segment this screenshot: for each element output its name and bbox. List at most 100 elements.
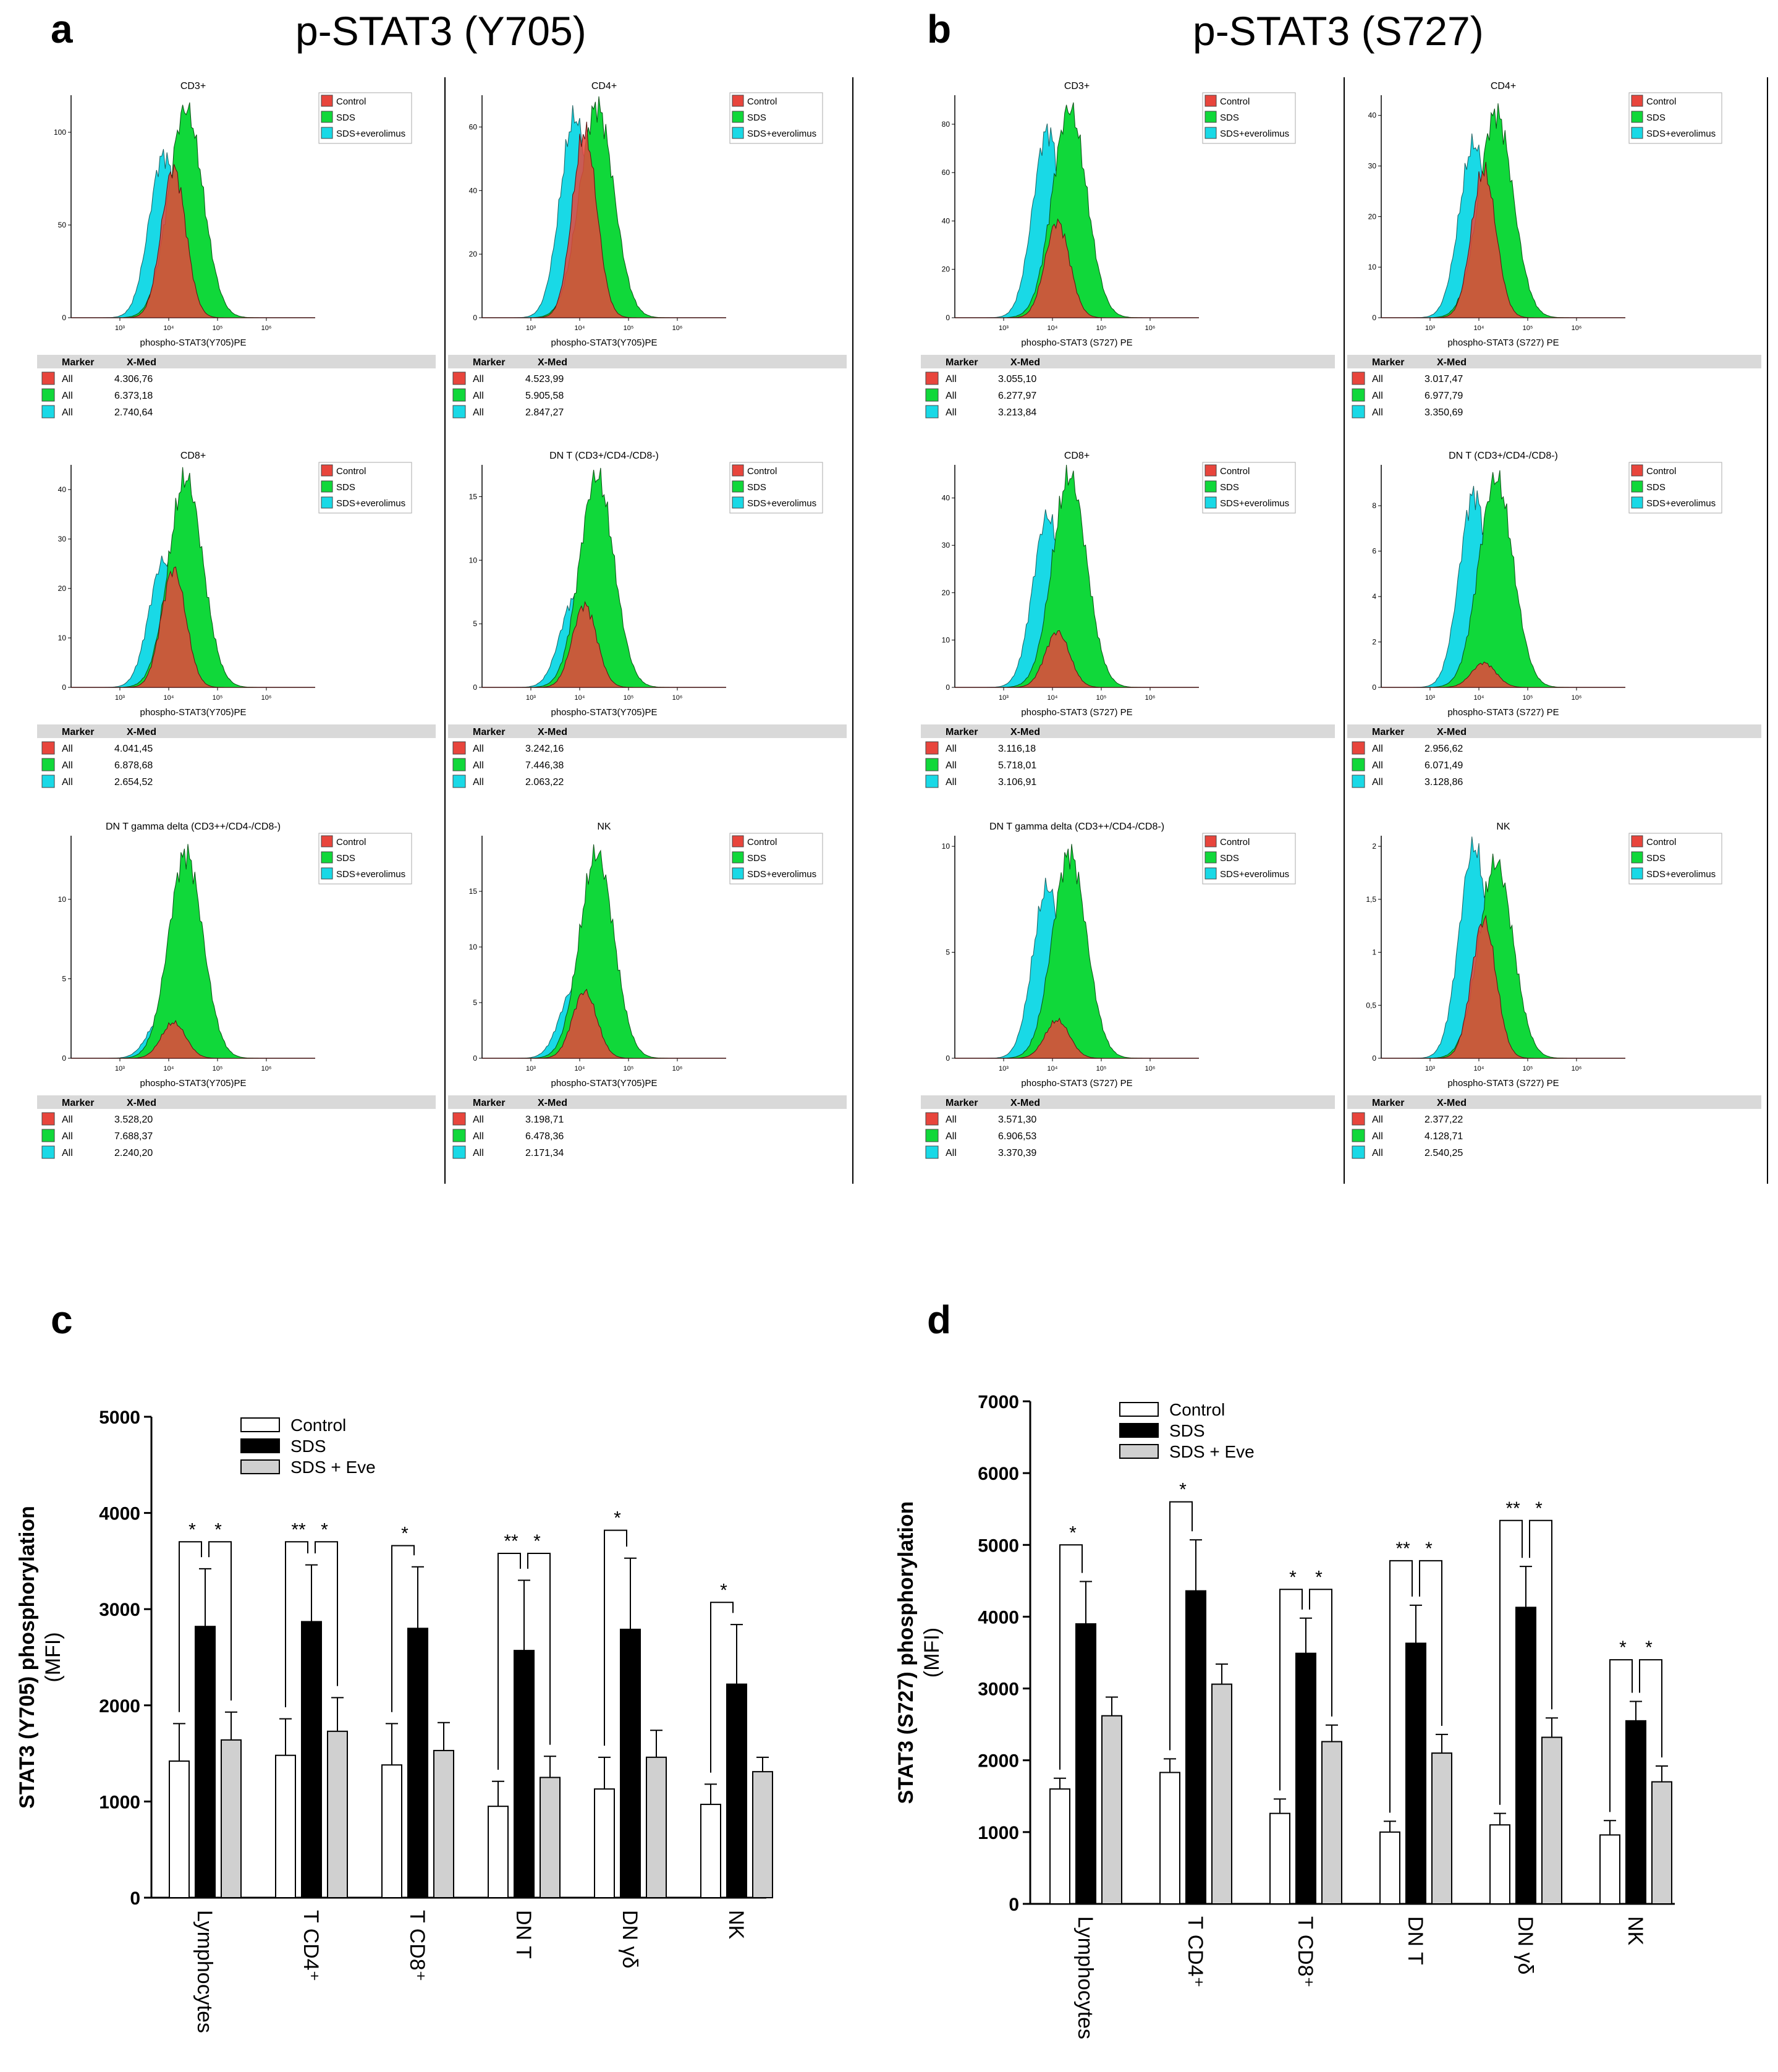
histogram-title: CD4+ bbox=[1491, 81, 1516, 91]
histogram-panel: DN T gamma delta (CD3++/CD4-/CD8-) 0 5 10 10… bbox=[921, 822, 1335, 1159]
x-tick-label: 10⁵ bbox=[624, 1065, 634, 1072]
bar bbox=[1321, 1741, 1342, 1904]
bar bbox=[1489, 1824, 1510, 1905]
legend-swatch bbox=[1631, 95, 1643, 107]
marker-median-value: 4.523,99 bbox=[525, 374, 564, 384]
category-label: DN γδ bbox=[1513, 1916, 1537, 1974]
y-tick-label: 40 bbox=[942, 216, 950, 225]
histogram-title: CD8+ bbox=[1064, 451, 1090, 461]
histogram-xlabel: phospho-STAT3 (S727) PE bbox=[1021, 707, 1132, 718]
y-tick-label: 0 bbox=[473, 1054, 477, 1063]
x-tick-label: 10⁴ bbox=[575, 325, 585, 332]
legend-swatch bbox=[732, 867, 744, 880]
y-tick-label: 10 bbox=[942, 842, 950, 851]
bar bbox=[1295, 1652, 1316, 1904]
marker-swatch bbox=[452, 372, 466, 385]
significance-label: ** bbox=[291, 1519, 306, 1540]
x-tick-label: 10³ bbox=[115, 694, 125, 702]
x-tick-label: 10⁶ bbox=[672, 1065, 683, 1072]
histogram-panel: DN T gamma delta (CD3++/CD4-/CD8-) 0 5 10 10… bbox=[37, 822, 436, 1159]
marker-header-bar bbox=[1347, 355, 1761, 368]
marker-swatch bbox=[1352, 1129, 1365, 1142]
x-tick-label: 10⁵ bbox=[213, 694, 223, 702]
histogram-panel: CD8+ 0 10 20 30 40 10³ 10⁴ 10⁵ 10⁶ phospho-STAT3 (… bbox=[921, 451, 1335, 788]
y-tick-label: 20 bbox=[1368, 212, 1377, 221]
marker-header-bar bbox=[37, 724, 436, 738]
significance-label: * bbox=[1069, 1522, 1077, 1543]
y-tick-label: 5 bbox=[62, 974, 66, 983]
legend-swatch bbox=[1204, 127, 1217, 139]
histogram-control-curve bbox=[482, 121, 726, 318]
x-tick-label: 10³ bbox=[115, 1065, 125, 1072]
histogram-panel: CD3+ 0 50 100 10³ 10⁴ 10⁵ 10⁶ phospho-STAT3(Y705… bbox=[37, 81, 436, 418]
legend-label: SDS bbox=[336, 853, 355, 864]
category-label: Lymphocytes bbox=[1073, 1916, 1097, 2039]
legend-label: SDS bbox=[1220, 853, 1239, 864]
marker-median-value: 3.055,10 bbox=[998, 374, 1036, 384]
marker-header-label: X-Med bbox=[538, 1098, 567, 1108]
significance-label: * bbox=[1315, 1567, 1323, 1587]
legend-box bbox=[1628, 462, 1722, 514]
bar bbox=[275, 1754, 296, 1898]
bar bbox=[1541, 1736, 1562, 1904]
x-tick-label: 10⁴ bbox=[1474, 1065, 1484, 1072]
marker-header-label: Marker bbox=[62, 1098, 94, 1108]
marker-label: All bbox=[473, 1115, 484, 1125]
y-tick-label: 8 bbox=[1372, 501, 1376, 510]
marker-header-bar bbox=[448, 1095, 847, 1109]
y-tick-label: 30 bbox=[58, 535, 67, 543]
histogram-title: CD4+ bbox=[591, 81, 617, 91]
marker-header-label: X-Med bbox=[538, 727, 567, 737]
x-tick-label: 10⁴ bbox=[1474, 325, 1484, 332]
legend-swatch bbox=[1204, 835, 1217, 847]
histogram-control-curve bbox=[955, 218, 1199, 318]
significance-label: * bbox=[1179, 1480, 1187, 1500]
legend-label: SDS+everolimus bbox=[336, 498, 405, 509]
marker-median-value: 2.063,22 bbox=[525, 777, 564, 788]
significance-label: * bbox=[321, 1519, 328, 1540]
marker-swatch bbox=[925, 1112, 939, 1126]
significance-label: * bbox=[188, 1519, 196, 1540]
marker-header-label: Marker bbox=[62, 727, 94, 737]
marker-header-label: X-Med bbox=[1010, 727, 1040, 737]
significance-bracket bbox=[391, 1545, 415, 1712]
legend-swatch bbox=[1119, 1402, 1159, 1417]
significance-bracket bbox=[1279, 1589, 1303, 1791]
marker-swatch bbox=[452, 758, 466, 771]
legend-box bbox=[318, 833, 412, 885]
y-tick-label: 0 bbox=[473, 313, 477, 322]
x-tick-label: 10⁶ bbox=[672, 694, 683, 702]
x-tick-label: 10⁴ bbox=[164, 694, 174, 702]
legend-box bbox=[1202, 462, 1296, 514]
y-tick-label: 1 bbox=[1372, 948, 1376, 957]
legend-label: SDS+everolimus bbox=[336, 869, 405, 880]
marker-swatch bbox=[1352, 372, 1365, 385]
significance-label: * bbox=[1289, 1567, 1297, 1587]
marker-label: All bbox=[62, 777, 73, 788]
marker-swatch bbox=[1352, 405, 1365, 418]
legend-label: SDS bbox=[1169, 1421, 1205, 1440]
legend-box bbox=[1202, 92, 1296, 144]
y-tick-label: 10 bbox=[58, 895, 67, 904]
legend-swatch bbox=[1204, 111, 1217, 123]
marker-label: All bbox=[1372, 1131, 1383, 1142]
legend-label: SDS+everolimus bbox=[1646, 498, 1716, 509]
significance-bracket bbox=[315, 1541, 338, 1686]
marker-swatch bbox=[452, 775, 466, 788]
bar bbox=[1405, 1642, 1426, 1904]
significance-bracket bbox=[1059, 1544, 1083, 1770]
histogram-xlabel: phospho-STAT3(Y705)PE bbox=[551, 707, 657, 718]
legend-label: Control bbox=[1646, 466, 1676, 477]
y-tick-label: 1000 bbox=[978, 1823, 1019, 1843]
x-tick-label: 10³ bbox=[526, 325, 536, 332]
marker-label: All bbox=[62, 744, 73, 754]
legend-swatch bbox=[321, 480, 333, 493]
marker-header-label: X-Med bbox=[127, 357, 156, 368]
significance-bracket bbox=[1639, 1659, 1662, 1758]
marker-label: All bbox=[1372, 760, 1383, 771]
legend-label: SDS+everolimus bbox=[747, 129, 816, 139]
legend-label: Control bbox=[336, 466, 366, 477]
legend-box bbox=[1628, 92, 1722, 144]
